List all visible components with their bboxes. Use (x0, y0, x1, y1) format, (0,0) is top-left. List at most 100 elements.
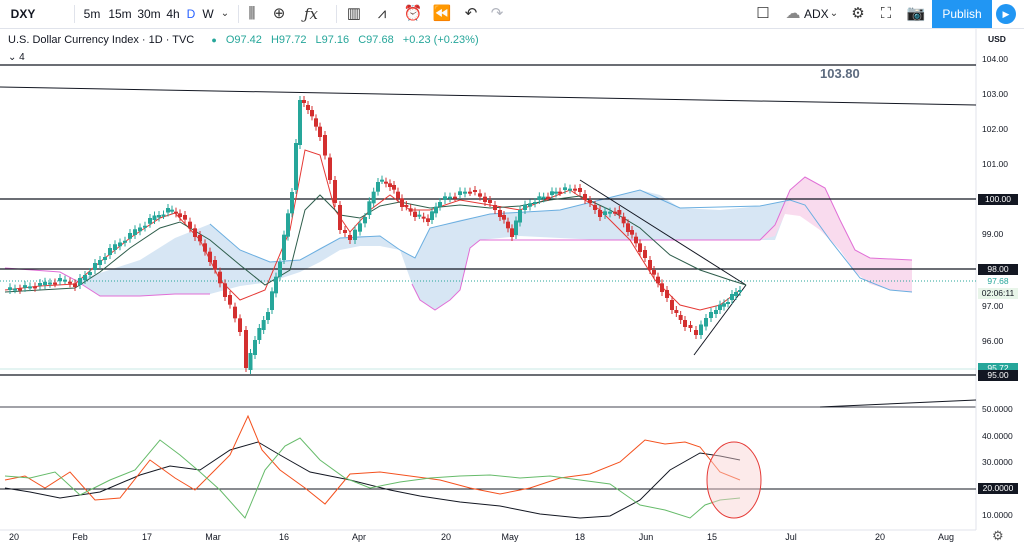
candle-body (290, 192, 294, 214)
candle-body (310, 110, 314, 117)
indicator-count: 4 (19, 52, 25, 63)
chevron-down-icon[interactable]: ⌄ (220, 8, 230, 19)
gear-icon[interactable]: ⚙ (992, 528, 1004, 543)
candle-body (384, 181, 388, 184)
level-annotation[interactable]: 103.80 (820, 66, 860, 81)
symbol-search[interactable]: DXY (10, 7, 36, 21)
adx-tick: 30.0000 (982, 457, 1013, 467)
candle-body (93, 263, 97, 270)
price-tick: 102.00 (982, 124, 1008, 134)
candle-body (478, 193, 482, 197)
time-label: Jun (638, 532, 654, 542)
candle-body (726, 302, 730, 304)
candle-body (704, 318, 708, 327)
market-status-icon: ● (211, 35, 217, 45)
candle-body (53, 282, 57, 285)
candle-body (143, 225, 147, 228)
fullscreen-icon[interactable]: ⛶ (880, 5, 892, 22)
candle-body (133, 229, 137, 235)
fx-icon[interactable]: ƒx (303, 5, 318, 23)
candle-body (578, 188, 582, 192)
currency-label[interactable]: USD (988, 34, 1006, 44)
candle-body (363, 217, 367, 224)
candle-body (674, 310, 679, 313)
candle-body (413, 211, 417, 217)
chevron-down-icon[interactable]: ⌄ (8, 52, 17, 63)
time-label: 20 (8, 532, 20, 542)
candle-body (563, 187, 567, 190)
price-label-100[interactable]: 100.00 (978, 194, 1018, 205)
time-label: 20 (440, 532, 452, 542)
interval-w[interactable]: W (202, 7, 214, 21)
templates-icon[interactable]: ⩘ (377, 5, 387, 22)
candle-body (699, 324, 703, 335)
interval-30m[interactable]: 30m (137, 7, 161, 21)
time-label: 16 (278, 532, 290, 542)
candle-body (348, 235, 352, 240)
candle-body (523, 204, 527, 210)
trendline-extended[interactable] (819, 399, 977, 408)
price-label-95[interactable]: 95.00 (978, 370, 1018, 381)
cloud-icon[interactable]: ☁ (785, 5, 801, 22)
candle-body (83, 275, 87, 280)
instrument-title[interactable]: U.S. Dollar Currency Index · 1D · TVC (8, 34, 195, 46)
add-icon[interactable]: ⊕ (272, 5, 286, 22)
price-tick: 99.00 (982, 229, 1004, 239)
low-value: L97.16 (315, 34, 350, 46)
candle-body (583, 194, 587, 200)
settings-icon[interactable]: ⚙ (851, 5, 865, 22)
candlestick-series[interactable] (8, 96, 742, 374)
ichimoku-cloud-bull (75, 190, 790, 310)
candle-body (463, 191, 467, 194)
candle-body (468, 191, 472, 194)
price-label-98[interactable]: 98.00 (978, 264, 1018, 275)
interval-4h[interactable]: 4h (166, 7, 180, 21)
interval-5m[interactable]: 5m (83, 7, 101, 21)
candle-body (233, 306, 237, 319)
highlight-circle[interactable] (706, 441, 762, 519)
layout-icon[interactable]: ☐ (756, 5, 770, 22)
candle-body (598, 210, 602, 217)
candle-body (546, 196, 550, 199)
adx-tick: 10.0000 (982, 510, 1013, 520)
replay-icon[interactable]: ⏪ (432, 5, 452, 22)
candle-body (458, 191, 462, 195)
interval-d[interactable]: D (186, 7, 196, 21)
candle-body (550, 191, 554, 195)
adx-tick: 50.0000 (982, 404, 1013, 414)
candles-icon[interactable]: ⫼ (248, 5, 256, 22)
trendline-upper[interactable] (0, 86, 977, 106)
candle-body (253, 340, 257, 355)
senkou-a-line (209, 189, 913, 293)
adx-line (4, 441, 741, 519)
candle-body (453, 196, 457, 199)
candle-body (404, 205, 409, 207)
chevron-down-icon[interactable]: ⌄ (829, 8, 839, 19)
prev-close-label: 95.72 (978, 363, 1018, 374)
adx-tick: 40.0000 (982, 431, 1013, 441)
candle-body (103, 257, 107, 260)
trendline-ascending[interactable] (693, 284, 747, 356)
alert-icon[interactable]: ⏰ (403, 5, 423, 22)
compare-indicator[interactable]: ADX (804, 7, 829, 21)
candle-body (709, 312, 713, 318)
trendline-descending[interactable] (579, 179, 747, 286)
time-label: May (501, 532, 519, 542)
adx-level-label[interactable]: 20.0000 (978, 483, 1018, 494)
ichimoku-cloud-bear (760, 177, 912, 292)
di-plus-line (4, 437, 741, 519)
candle-body (170, 209, 174, 212)
camera-icon[interactable]: 📷 (906, 5, 926, 22)
indicators-icon[interactable]: ▥ (346, 5, 362, 22)
indicators-collapsed[interactable]: ⌄ 4 (8, 52, 25, 63)
play-icon[interactable]: ▶ (996, 4, 1016, 24)
undo-icon[interactable]: ↶ (464, 5, 478, 22)
candle-body (208, 251, 212, 262)
publish-button[interactable]: Publish (932, 0, 992, 28)
interval-15m[interactable]: 15m (108, 7, 132, 21)
redo-icon[interactable]: ↷ (490, 5, 504, 22)
candle-body (473, 190, 477, 192)
candle-body (688, 325, 693, 328)
candle-body (228, 295, 232, 305)
